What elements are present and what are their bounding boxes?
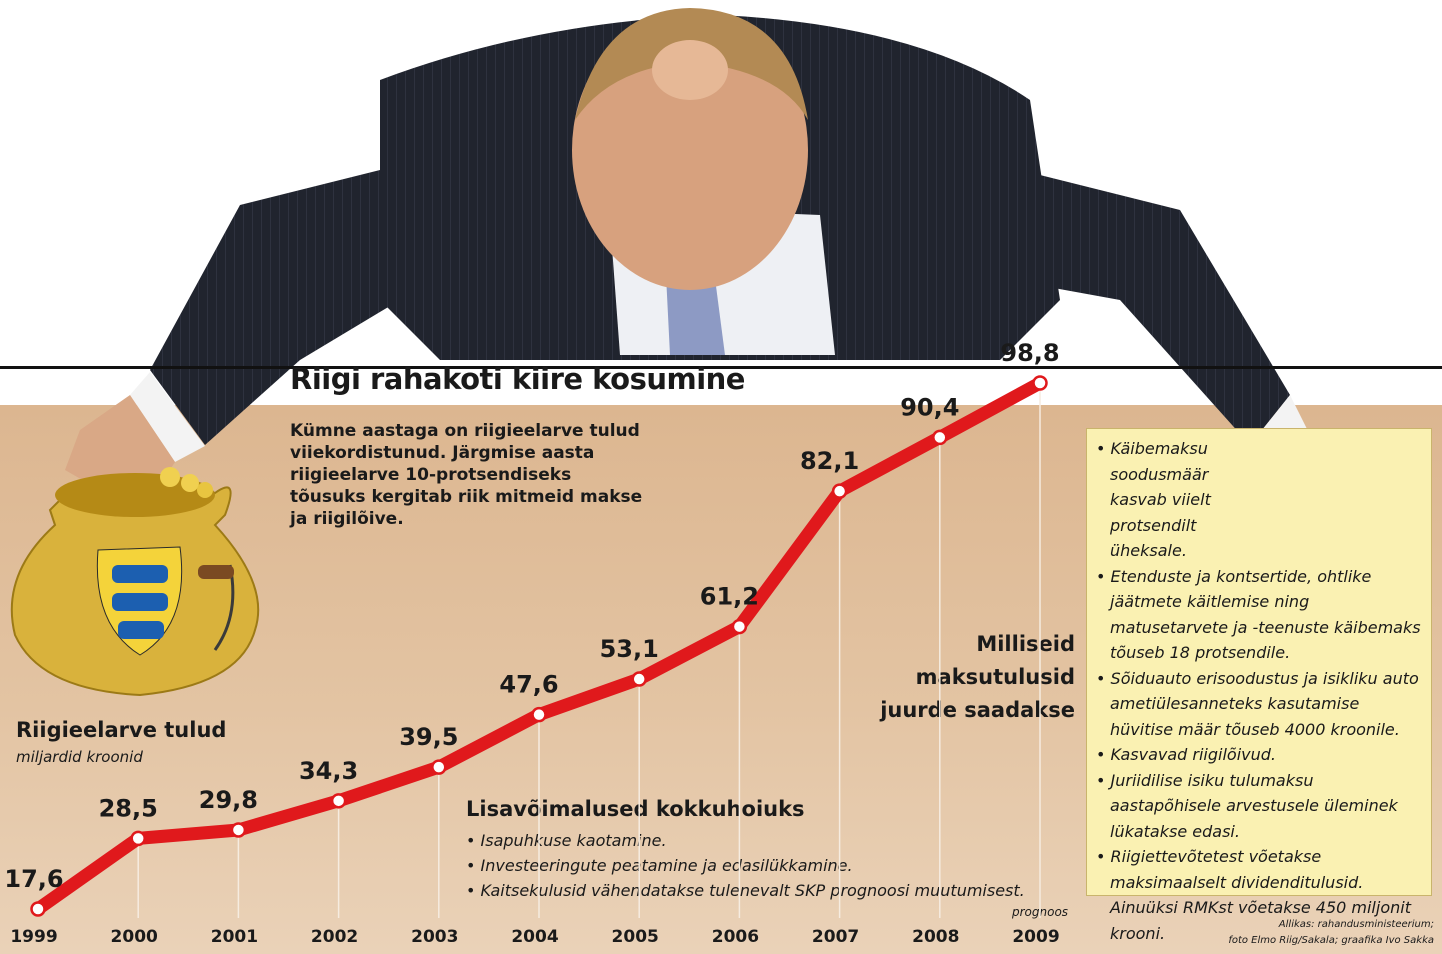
note-item: Sõiduauto erisoodustus ja isikliku auto … [1092, 666, 1422, 743]
data-point [1032, 375, 1048, 391]
chart-title: Riigi rahakoti kiire kosumine [290, 362, 745, 396]
note-item: Juriidilise isiku tulumaksu aastapõhisel… [1092, 768, 1422, 845]
money-pot-illustration [10, 467, 260, 697]
x-tick-label: 2007 [812, 927, 859, 947]
data-label: 28,5 [99, 794, 158, 822]
data-label: 98,8 [1000, 339, 1059, 367]
data-label: 17,6 [4, 865, 63, 893]
savings-title: Lisavõimalused kokkuhoiuks [466, 797, 805, 821]
question-heading: Milliseid maksutulusid juurde saadakse [880, 632, 1075, 722]
data-point [631, 671, 647, 687]
data-point [130, 830, 146, 847]
savings-item: Investeeringute peatamine ja edasilükkam… [466, 853, 1025, 878]
data-point [831, 483, 848, 499]
x-tick-label: 2000 [111, 927, 158, 947]
data-label: 29,8 [199, 786, 258, 814]
x-tick-label: 2005 [612, 927, 659, 947]
x-tick-label: 1999 [10, 927, 57, 947]
data-point [731, 618, 748, 635]
man-photo [58, 8, 1405, 555]
data-point [531, 706, 547, 723]
chart-unit: miljardid kroonid [16, 748, 143, 766]
data-point [230, 822, 247, 838]
chart-label: Riigieelarve tulud [16, 718, 227, 742]
data-label: 90,4 [900, 393, 959, 421]
x-tick-label: 2009 [1012, 927, 1059, 947]
data-label: 39,5 [399, 723, 458, 751]
x-tick-label: 2001 [211, 927, 258, 947]
data-label: 53,1 [600, 635, 659, 663]
note-item: Käibemaksu soodusmäär kasvab viielt prot… [1092, 436, 1270, 564]
x-tick-label: 2006 [712, 927, 759, 947]
savings-item: Isapuhkuse kaotamine. [466, 828, 1025, 853]
source-line: Allikas: rahandusministeerium; [1278, 919, 1434, 930]
data-label: 47,6 [499, 671, 558, 699]
note-item: Kasvavad riigilõivud. [1092, 742, 1422, 768]
data-point [431, 759, 447, 775]
data-point [330, 793, 347, 809]
note-item: Etenduste ja kontsertide, ohtlike jäätme… [1092, 564, 1422, 666]
x-tick-label: 2004 [511, 927, 558, 947]
top-rule [0, 366, 1442, 369]
data-label: 61,2 [700, 583, 759, 611]
credit-line: foto Elmo Riig/Sakala; graafika Ivo Sakk… [1228, 935, 1434, 946]
data-point [30, 901, 46, 917]
data-label: 82,1 [800, 447, 859, 475]
notes-list: Käibemaksu soodusmäär kasvab viielt prot… [1092, 436, 1422, 946]
x-tick-label: 2002 [311, 927, 358, 947]
data-label: 34,3 [299, 757, 358, 785]
savings-item: Kaitsekulusid vähendatakse tulenevalt SK… [466, 878, 1025, 903]
x-tick-label: 2003 [411, 927, 458, 947]
savings-list: Isapuhkuse kaotamine. Investeeringute pe… [466, 828, 1025, 903]
source-credit: Allikas: rahandusministeerium; foto Elmo… [1228, 917, 1434, 949]
data-point [932, 429, 948, 446]
x-tick-label: 2008 [912, 927, 959, 947]
note-item: Riigiettevõtetest võetakse maksimaalselt… [1092, 844, 1422, 946]
intro-text: Kümne aastaga on riigieelarve tulud viie… [290, 421, 643, 529]
